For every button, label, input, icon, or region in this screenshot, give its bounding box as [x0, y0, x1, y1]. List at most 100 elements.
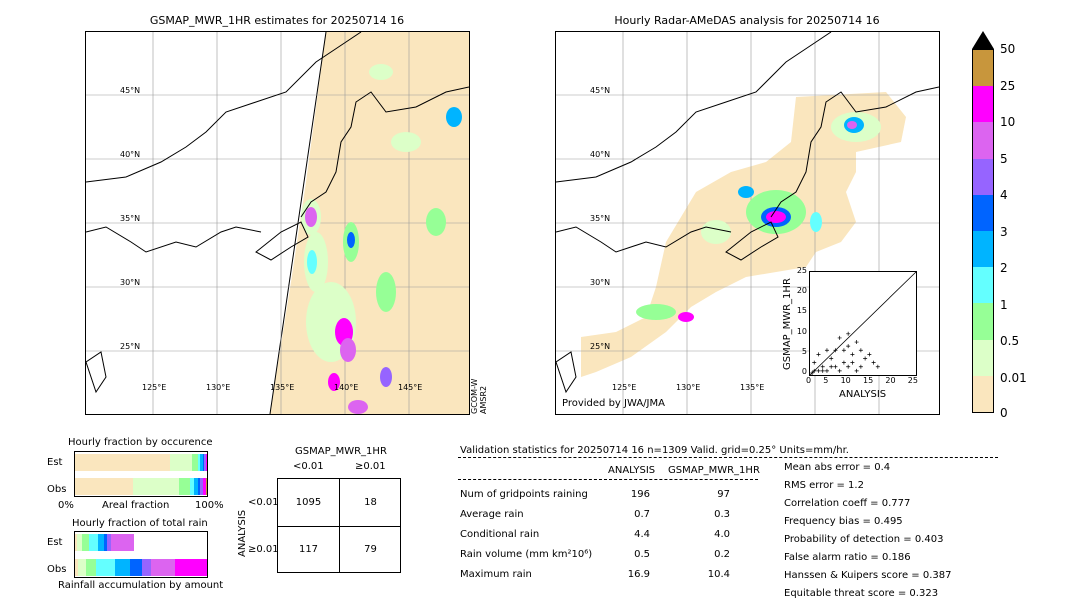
colorbar-label: 25 [1000, 79, 1016, 93]
validation-row-analysis: 0.7 [634, 509, 650, 520]
colorbar-segment [973, 50, 993, 87]
left-lat-label-25: 25°N [120, 342, 141, 351]
right-lat-label-25: 25°N [590, 342, 611, 351]
colorbar-label: 1 [1000, 298, 1008, 312]
fraction-occ-title: Hourly fraction by occurence [68, 437, 213, 448]
scatter-xtick: 20 [885, 376, 896, 385]
fraction-occ-row-obs: Obs [47, 484, 67, 495]
right-lat-label-30: 30°N [590, 278, 611, 287]
left-map-title: GSMAP_MWR_1HR estimates for 20250714 16 [149, 14, 405, 27]
scatter-ytick: 20 [796, 286, 807, 296]
contingency-title: GSMAP_MWR_1HR [295, 446, 387, 457]
scatter-point [850, 360, 855, 365]
right-map-credit: Provided by JWA/JMA [562, 398, 665, 409]
left-map-canvas [86, 32, 469, 414]
validation-col-analysis: ANALYSIS [608, 465, 656, 476]
validation-row-analysis: 4.4 [634, 529, 650, 540]
validation-row-gsmap: 0.2 [714, 549, 730, 560]
colorbar-label: 2 [1000, 261, 1008, 275]
fraction-total-chart [74, 531, 208, 578]
contingency-cell: 1095 [295, 497, 322, 508]
left-coastline [86, 32, 469, 394]
scatter-point [820, 368, 825, 373]
right-lat-label-40: 40°N [590, 150, 611, 159]
scatter-point [854, 340, 859, 345]
scatter-point [841, 360, 846, 365]
fraction-total-row-est: Est [47, 537, 63, 548]
colorbar-label: 4 [1000, 188, 1008, 202]
scatter-point [812, 360, 817, 365]
left-map-gridlines [86, 32, 469, 414]
fraction-occ-chart [74, 451, 208, 497]
validation-row-gsmap: 97 [717, 489, 730, 500]
fraction-occ-axis-left: 0% [58, 500, 74, 511]
colorbar-extend-arrow [972, 31, 994, 49]
colorbar-segment [973, 86, 993, 123]
validation-col-gsmap: GSMAP_MWR_1HR [668, 465, 760, 476]
scatter-point [875, 364, 880, 369]
scatter-point [858, 364, 863, 369]
scatter-point [858, 348, 863, 353]
score-ets: Equitable threat score = 0.323 [784, 588, 939, 599]
scatter-point [846, 344, 851, 349]
colorbar-segment [973, 158, 993, 195]
scatter-point [824, 368, 829, 373]
score-mean-abs-error: Mean abs error = 0.4 [784, 462, 891, 473]
scatter-point [871, 360, 876, 365]
scatter-diagonal [809, 271, 917, 376]
colorbar-label: 0 [1000, 406, 1008, 420]
colorbar-segment [973, 375, 993, 413]
colorbar-label: 3 [1000, 225, 1008, 239]
scatter-point [837, 335, 842, 340]
contingency-ylabel: ANALYSIS [237, 509, 248, 557]
right-lon-label-125: 125°E [612, 383, 637, 392]
right-lon-label-135: 135°E [740, 383, 765, 392]
fraction-total-est-bar [75, 534, 135, 551]
scatter-point [816, 368, 821, 373]
left-lat-label-35: 35°N [120, 214, 141, 223]
fraction-total-footer: Rainfall accumulation by amount [58, 580, 224, 591]
score-correlation: Correlation coeff = 0.777 [784, 498, 911, 509]
colorbar-segment [973, 122, 993, 159]
scatter-point [833, 348, 838, 353]
validation-row-analysis: 16.9 [627, 569, 650, 580]
scatter-point [812, 368, 817, 373]
right-map-panel: 45°N 40°N 35°N 30°N 25°N 125°E 130°E 135… [555, 31, 940, 415]
colorbar-label: 10 [1000, 115, 1016, 129]
scatter-point [829, 364, 834, 369]
scatter-point [820, 364, 825, 369]
scatter-point [833, 364, 838, 369]
scatter-xtick: 15 [862, 376, 874, 385]
colorbar [972, 49, 994, 413]
left-lon-label-145: 145°E [398, 383, 423, 392]
validation-divider [458, 457, 998, 458]
colorbar-segment [973, 267, 993, 304]
fraction-occ-axis-right: 100% [195, 500, 224, 511]
scatter-point [810, 370, 815, 375]
scatter-point [837, 368, 842, 373]
validation-row-label: Conditional rain [460, 529, 540, 540]
validation-row-gsmap: 4.0 [714, 529, 730, 540]
validation-row-label: Average rain [460, 509, 524, 520]
scatter-point [850, 352, 855, 357]
fraction-occ-row-est: Est [47, 457, 63, 468]
scatter-xtick: 10 [840, 376, 851, 385]
left-lat-label-45: 45°N [120, 86, 141, 95]
validation-header: Validation statistics for 20250714 16 n=… [460, 445, 849, 456]
contingency-cell: 117 [298, 544, 319, 555]
contingency-row-lt: <0.01 [248, 497, 279, 508]
score-pod: Probability of detection = 0.403 [784, 534, 944, 545]
scatter-point [824, 348, 829, 353]
fraction-total-title: Hourly fraction of total rain [72, 518, 208, 529]
colorbar-label: 0.5 [1000, 334, 1020, 348]
left-lon-label-135: 135°E [270, 383, 295, 392]
scatter-xtick: 25 [907, 376, 918, 385]
scatter-ylabel: GSMAP_MWR_1HR [782, 278, 793, 370]
scatter-point [863, 356, 868, 361]
scatter-xtick: 0 [806, 376, 812, 385]
left-lon-label-130: 130°E [206, 383, 231, 392]
contingency-col-lt: <0.01 [293, 461, 324, 472]
fraction-occ-obs-bar [75, 478, 207, 495]
fraction-occ-est-bar [75, 454, 207, 471]
right-map-canvas [556, 32, 939, 414]
